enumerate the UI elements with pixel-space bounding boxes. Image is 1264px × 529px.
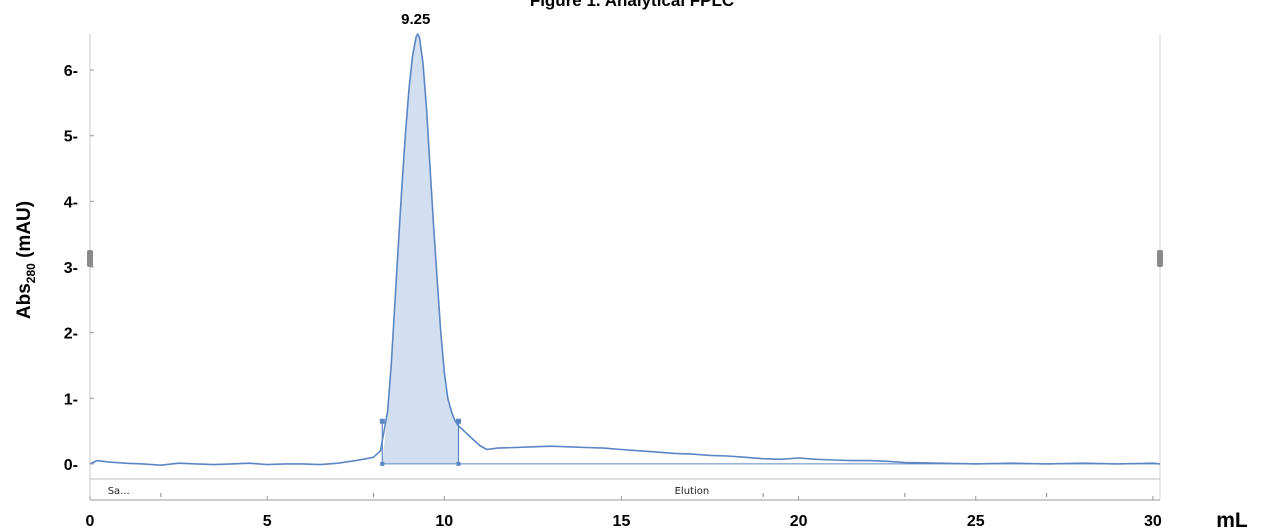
left-scroll-handle: [87, 250, 93, 267]
uv-trace-line: [89, 33, 1161, 466]
y-tick-label: 1-: [64, 391, 78, 408]
integration-end-bottom: [456, 461, 461, 466]
x-tick-label: 30: [1144, 513, 1162, 529]
phase-label: Sa...: [108, 486, 130, 497]
y-tick-label: 3-: [64, 260, 78, 277]
y-axis-label-subscript: 280: [24, 263, 38, 283]
y-tick-label: 5-: [64, 129, 78, 146]
y-tick-label: 2-: [64, 326, 78, 343]
y-axis-label-main: Abs: [14, 283, 35, 319]
peak-area-fill: [382, 34, 459, 464]
integration-end-top: [455, 418, 461, 424]
y-tick-label: 6-: [64, 63, 78, 80]
x-tick-label: 0: [86, 513, 95, 529]
y-axis-label-unit: (mAU): [14, 201, 35, 263]
x-tick-label: 15: [613, 513, 631, 529]
y-tick-label: 0-: [64, 457, 78, 474]
x-axis-label: mL: [1216, 509, 1248, 529]
peak-label: 9.25: [401, 11, 430, 28]
y-tick-label: 4-: [64, 194, 78, 211]
integration-start-top: [379, 418, 385, 424]
integration-start-bottom: [380, 461, 385, 466]
phase-label: Elution: [675, 486, 710, 497]
x-tick-label: 5: [263, 513, 272, 529]
right-scroll-handle: [1157, 250, 1163, 267]
x-tick-label: 25: [967, 513, 985, 529]
y-axis-label: Abs280 (mAU): [14, 201, 38, 319]
x-tick-label: 10: [435, 513, 453, 529]
x-tick-label: 20: [790, 513, 808, 529]
chart-title: Figure 1. Analytical FPLC: [530, 0, 734, 10]
